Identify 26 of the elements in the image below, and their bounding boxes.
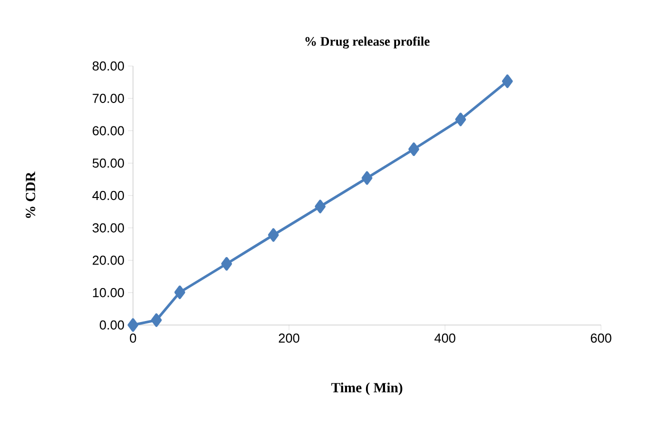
- x-tick-label: 400: [434, 334, 456, 343]
- y-tick-label: 80.00: [92, 61, 124, 71]
- x-tick-label: 0: [130, 334, 136, 343]
- chart-title: % Drug release profile: [305, 36, 430, 49]
- y-tick-label: 70.00: [92, 94, 124, 103]
- point: [362, 171, 372, 185]
- y-tick-label: 60.00: [92, 126, 124, 136]
- x-tick-label: 200: [278, 334, 300, 343]
- y-axis-title: % CDR: [26, 172, 36, 218]
- point: [150, 313, 162, 327]
- point: [268, 228, 279, 242]
- x-axis-title: Time ( Min): [331, 382, 402, 396]
- y-tick-label: 50.00: [92, 158, 124, 168]
- point: [408, 142, 420, 156]
- y-tick-label: 30.00: [92, 223, 124, 232]
- y-tick-label: 10.00: [93, 288, 124, 298]
- point: [455, 112, 466, 126]
- point: [221, 257, 232, 271]
- y-tick-label: 40.00: [92, 190, 124, 200]
- y-tick-label: 0.00: [100, 320, 124, 330]
- point: [314, 200, 326, 214]
- point: [174, 286, 186, 300]
- point: [502, 74, 513, 88]
- point: [128, 318, 138, 332]
- y-tick-label: 20.00: [92, 256, 124, 265]
- x-tick-label: 600: [590, 334, 612, 343]
